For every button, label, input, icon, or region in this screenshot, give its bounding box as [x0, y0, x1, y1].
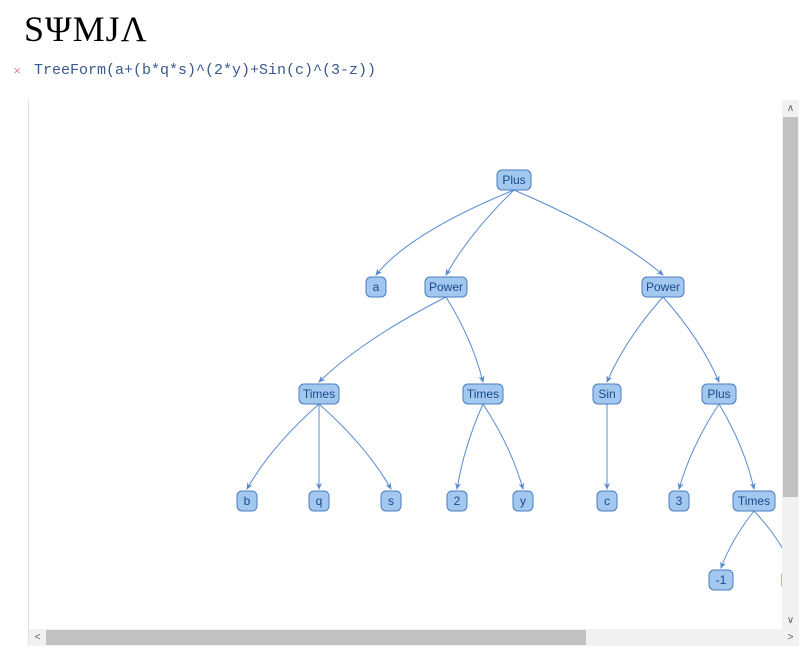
tree-node-pow1: Power — [425, 277, 467, 297]
tree-node-label: a — [373, 280, 380, 294]
tree-node-s: s — [381, 491, 401, 511]
vertical-scrollbar-thumb[interactable] — [783, 117, 798, 497]
tree-edge — [376, 190, 514, 275]
output-area: Plus a Power Power Times Times Sin Plus b q s 2 y c 3 T… — [28, 100, 799, 646]
close-icon[interactable]: × — [8, 63, 26, 78]
tree-edge — [719, 404, 754, 489]
tree-node-label: y — [520, 494, 526, 508]
tree-node-label: 2 — [454, 494, 461, 508]
tree-node-times2: Times — [463, 384, 503, 404]
tree-node-times3: Times — [733, 491, 775, 511]
scroll-down-icon[interactable]: ∨ — [782, 612, 799, 629]
app-logo: SΨMJΛ — [0, 0, 809, 58]
tree-node-pow2: Power — [642, 277, 684, 297]
tree-edge — [457, 404, 483, 489]
tree-edge — [483, 404, 523, 489]
scroll-left-icon[interactable]: < — [29, 629, 46, 646]
tree-node-2: 2 — [447, 491, 467, 511]
tree-node-label: Times — [738, 494, 770, 508]
tree-node-label: Times — [467, 387, 499, 401]
tree-node-c: c — [597, 491, 617, 511]
scroll-right-icon[interactable]: > — [782, 629, 799, 646]
tree-edge — [663, 297, 719, 382]
tree-edge — [607, 297, 663, 382]
tree-node-times1: Times — [299, 384, 339, 404]
tree-edge — [514, 190, 663, 275]
tree-node-label: b — [244, 494, 251, 508]
tree-edge — [446, 297, 483, 382]
input-row: × TreeForm(a+(b*q*s)^(2*y)+Sin(c)^(3-z)) — [0, 58, 809, 83]
tree-node-3: 3 — [669, 491, 689, 511]
tree-edge — [319, 297, 446, 382]
tree-node-sin: Sin — [593, 384, 621, 404]
tree-node-label: Plus — [502, 173, 525, 187]
tree-node-label: 3 — [676, 494, 683, 508]
tree-node-a: a — [366, 277, 386, 297]
scroll-up-icon[interactable]: ∧ — [782, 100, 799, 117]
expression-input[interactable]: TreeForm(a+(b*q*s)^(2*y)+Sin(c)^(3-z)) — [26, 62, 376, 79]
vertical-scrollbar[interactable]: ∧ ∨ — [782, 100, 799, 629]
horizontal-scrollbar-thumb[interactable] — [46, 630, 586, 645]
tree-node-label: Power — [646, 280, 680, 294]
tree-node-label: s — [388, 494, 394, 508]
tree-node-label: Plus — [707, 387, 730, 401]
tree-edge — [319, 404, 391, 489]
tree-node-plus: Plus — [497, 170, 531, 190]
tree-node-y: y — [513, 491, 533, 511]
tree-edge — [721, 511, 754, 568]
tree-diagram: Plus a Power Power Times Times Sin Plus b q s 2 y c 3 T… — [29, 100, 799, 646]
tree-node-label: -1 — [716, 573, 727, 587]
tree-node-label: c — [604, 494, 610, 508]
tree-node-neg1: -1 — [709, 570, 733, 590]
tree-node-label: Sin — [598, 387, 615, 401]
tree-edge — [446, 190, 514, 275]
tree-node-label: Times — [303, 387, 335, 401]
tree-node-b: b — [237, 491, 257, 511]
tree-node-label: q — [316, 494, 323, 508]
horizontal-scrollbar-track[interactable] — [46, 629, 782, 646]
tree-node-plus2: Plus — [702, 384, 736, 404]
tree-node-label: Power — [429, 280, 463, 294]
tree-edge — [247, 404, 319, 489]
tree-edge — [679, 404, 719, 489]
tree-node-q: q — [309, 491, 329, 511]
horizontal-scrollbar[interactable]: <> — [29, 629, 799, 646]
